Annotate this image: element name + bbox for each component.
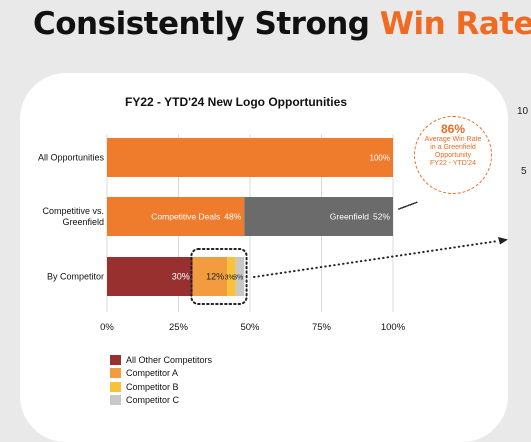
x-tick-label: 50% bbox=[240, 322, 260, 333]
x-tick-label: 75% bbox=[312, 322, 332, 333]
callout-text: Average Win Rate in a Greenfield Opportu… bbox=[424, 136, 482, 159]
legend-swatch bbox=[110, 381, 121, 392]
bar-segment bbox=[235, 257, 245, 296]
callout-connector-dot bbox=[399, 207, 402, 210]
data-label: 48% bbox=[224, 212, 241, 222]
bar-segment bbox=[192, 257, 228, 296]
bar-segment bbox=[227, 257, 236, 296]
arrow-head bbox=[498, 237, 508, 245]
legend-swatch bbox=[110, 354, 121, 365]
category-label: All Opportunities bbox=[38, 153, 105, 163]
callout-connector-dot bbox=[410, 203, 413, 206]
data-label: 30% bbox=[172, 272, 190, 282]
x-tick-label: 100% bbox=[381, 322, 406, 333]
x-tick-label: 0% bbox=[100, 322, 114, 333]
legend-label: All Other Competitors bbox=[126, 354, 213, 365]
bar-segment bbox=[244, 197, 393, 236]
legend-item: Competitor B bbox=[110, 380, 212, 393]
data-label: 52% bbox=[373, 212, 390, 222]
data-label: 100% bbox=[370, 154, 390, 163]
headline-main: Consistently Strong bbox=[33, 6, 370, 42]
legend-label: Competitor B bbox=[126, 381, 179, 392]
legend-swatch bbox=[110, 368, 121, 378]
callout-connector-dot bbox=[404, 205, 407, 208]
category-label: Competitive vs. Greenfield bbox=[42, 206, 104, 227]
highlight-box bbox=[190, 248, 248, 305]
callout-connector-dot bbox=[402, 206, 405, 209]
greenfield-callout: 86% Average Win Rate in a Greenfield Opp… bbox=[414, 116, 492, 194]
legend-label: Competitor C bbox=[126, 395, 180, 405]
legend-item: All Other Competitors bbox=[110, 353, 212, 366]
arrow-line bbox=[253, 240, 499, 278]
data-label: 3% bbox=[225, 275, 235, 282]
segment-name-label: Greenfield bbox=[330, 212, 369, 222]
legend-item: Competitor A bbox=[110, 367, 212, 380]
data-label: 12% bbox=[206, 272, 224, 282]
callout-value: 86% bbox=[440, 122, 466, 136]
headline-accent: Win Rates bbox=[379, 6, 531, 42]
edge-tick-mid: 5 bbox=[521, 166, 527, 177]
chart-title: FY22 - YTD'24 New Logo Opportunities bbox=[125, 95, 347, 109]
callout-range: FY22 - YTD'24 bbox=[430, 160, 476, 167]
callout-connector-dot bbox=[409, 203, 412, 206]
callout-connector-dot bbox=[415, 201, 418, 204]
x-tick-label: 25% bbox=[169, 322, 189, 333]
legend-item: Competitor C bbox=[110, 394, 212, 407]
callout-connector-dot bbox=[401, 206, 404, 209]
callout-connector-dot bbox=[412, 202, 415, 205]
bar-segment bbox=[107, 138, 393, 177]
callout-connector-dot bbox=[414, 202, 416, 204]
data-label: 3% bbox=[233, 275, 243, 282]
bar-segment bbox=[107, 257, 193, 296]
callout-connector-dot bbox=[398, 208, 400, 210]
chart-legend: All Other Competitors Competitor A Competi… bbox=[110, 353, 212, 407]
legend-swatch bbox=[110, 395, 121, 405]
callout-connector-dot bbox=[406, 205, 408, 207]
headline: Consistently Strong Win Rates bbox=[33, 6, 531, 42]
category-label: By Competitor bbox=[47, 272, 104, 282]
bar-segment bbox=[107, 197, 245, 236]
segment-name-label: Competitive Deals bbox=[151, 212, 220, 222]
callout-connector-dot bbox=[407, 204, 410, 207]
legend-label: Competitor A bbox=[126, 368, 179, 378]
edge-tick-top: 10 bbox=[517, 106, 529, 117]
